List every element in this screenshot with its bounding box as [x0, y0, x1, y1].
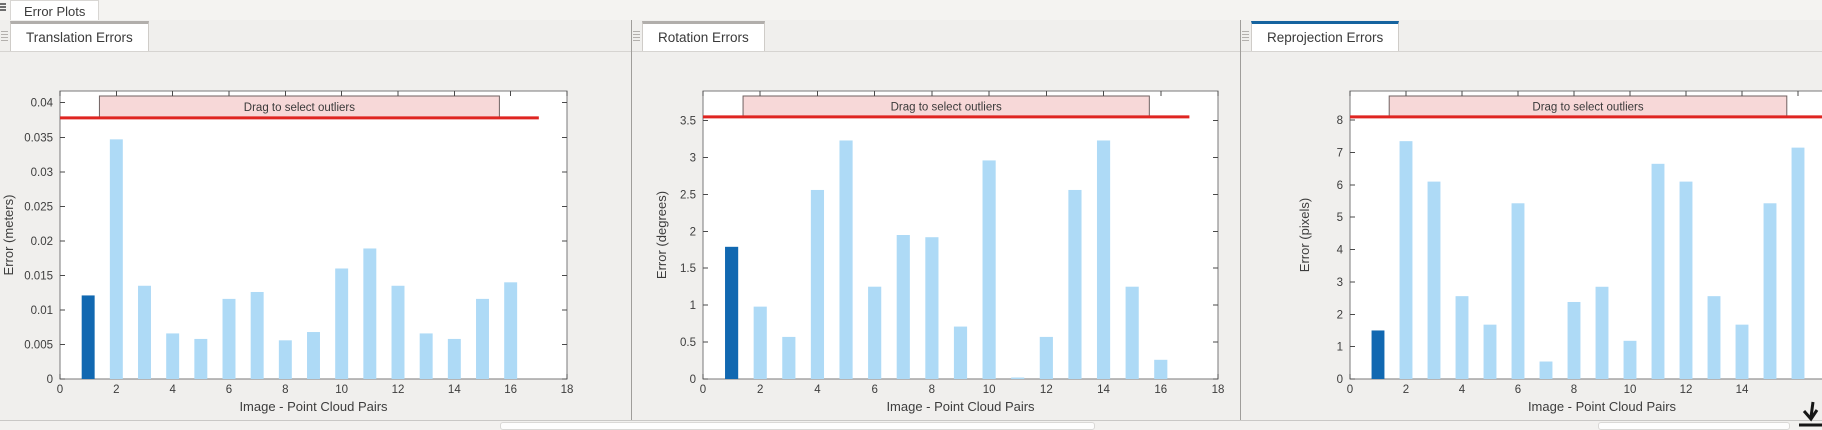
panel-translation-errors: Translation Errors Drag to select outlie…	[0, 20, 631, 420]
svg-text:Drag to select outliers: Drag to select outliers	[244, 102, 355, 114]
svg-text:8: 8	[282, 384, 288, 396]
svg-text:Error (degrees): Error (degrees)	[654, 191, 669, 279]
svg-text:0.5: 0.5	[680, 337, 696, 349]
svg-text:18: 18	[1212, 384, 1225, 396]
panel-grip-icon[interactable]	[633, 29, 640, 43]
translation-errors-chart[interactable]: Drag to select outliers 0 2 4 6 8 10 12 14 16 18 0 0…	[0, 50, 631, 420]
svg-text:4: 4	[169, 384, 176, 396]
translation-tab-row: Translation Errors	[0, 20, 631, 52]
svg-text:6: 6	[226, 384, 232, 396]
svg-text:14: 14	[1097, 384, 1110, 396]
svg-text:4: 4	[1459, 384, 1466, 396]
svg-text:6: 6	[1337, 180, 1343, 192]
svg-text:10: 10	[335, 384, 348, 396]
tab-translation-errors[interactable]: Translation Errors	[10, 21, 149, 51]
svg-text:8: 8	[929, 384, 935, 396]
window-grip-icon[interactable]	[0, 2, 6, 16]
svg-text:1: 1	[690, 300, 696, 312]
rotation-tab-row: Rotation Errors	[632, 20, 1240, 52]
scrollbar-thumb[interactable]	[500, 422, 1095, 430]
svg-text:5: 5	[1337, 212, 1343, 224]
svg-text:2: 2	[757, 384, 763, 396]
svg-text:7: 7	[1337, 147, 1343, 159]
svg-text:0: 0	[47, 374, 53, 386]
svg-text:1: 1	[1337, 342, 1343, 354]
tab-error-plots[interactable]: Error Plots	[10, 0, 100, 21]
svg-text:0: 0	[1347, 384, 1353, 396]
svg-text:0.01: 0.01	[31, 305, 53, 317]
svg-text:4: 4	[1337, 245, 1344, 257]
svg-text:6: 6	[871, 384, 877, 396]
down-arrow-cursor-icon	[1799, 401, 1822, 427]
svg-text:Image - Point Cloud Pairs: Image - Point Cloud Pairs	[1528, 399, 1677, 414]
svg-text:2: 2	[1403, 384, 1409, 396]
svg-text:0.03: 0.03	[31, 167, 53, 179]
panel-rotation-errors: Rotation Errors Drag to select outliers 0…	[632, 20, 1240, 420]
svg-text:4: 4	[814, 384, 821, 396]
svg-text:0.02: 0.02	[31, 236, 53, 248]
svg-text:8: 8	[1337, 115, 1343, 127]
svg-text:10: 10	[983, 384, 996, 396]
scrollbar-thumb[interactable]	[1598, 422, 1790, 430]
svg-text:14: 14	[448, 384, 461, 396]
svg-text:0: 0	[700, 384, 706, 396]
reprojection-tab-row: Reprojection Errors	[1241, 20, 1822, 52]
svg-text:0.015: 0.015	[24, 270, 53, 282]
bottom-scrollbar[interactable]	[0, 420, 1822, 430]
svg-text:2.5: 2.5	[680, 189, 696, 201]
svg-text:2: 2	[690, 226, 696, 238]
svg-text:Drag to select outliers: Drag to select outliers	[891, 101, 1002, 113]
panel-grip-icon[interactable]	[1242, 29, 1249, 43]
svg-text:Error (pixels): Error (pixels)	[1297, 198, 1312, 272]
svg-text:3.5: 3.5	[680, 116, 696, 128]
panel-reprojection-errors: Reprojection Errors Drag to select outli…	[1241, 20, 1822, 420]
svg-text:0.035: 0.035	[24, 132, 53, 144]
svg-text:14: 14	[1736, 384, 1749, 396]
svg-text:12: 12	[392, 384, 405, 396]
tab-rotation-errors[interactable]: Rotation Errors	[642, 21, 765, 51]
svg-text:Error (meters): Error (meters)	[1, 195, 16, 276]
panel-grip-icon[interactable]	[1, 29, 8, 43]
panel-divider[interactable]	[631, 20, 632, 430]
svg-text:8: 8	[1571, 384, 1577, 396]
svg-text:0.04: 0.04	[31, 98, 54, 110]
svg-text:2: 2	[1337, 309, 1343, 321]
tab-error-plots-label: Error Plots	[24, 3, 86, 19]
svg-text:10: 10	[1624, 384, 1637, 396]
svg-text:6: 6	[1515, 384, 1521, 396]
svg-text:3: 3	[690, 152, 696, 164]
tab-rotation-errors-label: Rotation Errors	[658, 30, 749, 45]
svg-text:18: 18	[561, 384, 574, 396]
figure-tab-bar: Error Plots	[0, 0, 1822, 21]
tab-reprojection-errors-label: Reprojection Errors	[1267, 30, 1384, 45]
svg-text:0: 0	[57, 384, 63, 396]
svg-text:12: 12	[1040, 384, 1053, 396]
svg-text:0.005: 0.005	[24, 339, 53, 351]
svg-text:Image - Point Cloud Pairs: Image - Point Cloud Pairs	[239, 399, 388, 414]
svg-text:Drag to select outliers: Drag to select outliers	[1532, 101, 1643, 113]
svg-text:1.5: 1.5	[680, 263, 696, 275]
svg-text:0.025: 0.025	[24, 201, 53, 213]
svg-text:0: 0	[1337, 374, 1343, 386]
svg-text:16: 16	[1154, 384, 1167, 396]
svg-text:12: 12	[1680, 384, 1693, 396]
svg-text:Image - Point Cloud Pairs: Image - Point Cloud Pairs	[886, 399, 1035, 414]
svg-text:0: 0	[690, 374, 696, 386]
tab-reprojection-errors[interactable]: Reprojection Errors	[1251, 21, 1400, 51]
svg-text:2: 2	[113, 384, 119, 396]
svg-text:3: 3	[1337, 277, 1343, 289]
panel-divider[interactable]	[1240, 20, 1241, 430]
tab-translation-errors-label: Translation Errors	[26, 30, 133, 45]
svg-text:16: 16	[504, 384, 517, 396]
